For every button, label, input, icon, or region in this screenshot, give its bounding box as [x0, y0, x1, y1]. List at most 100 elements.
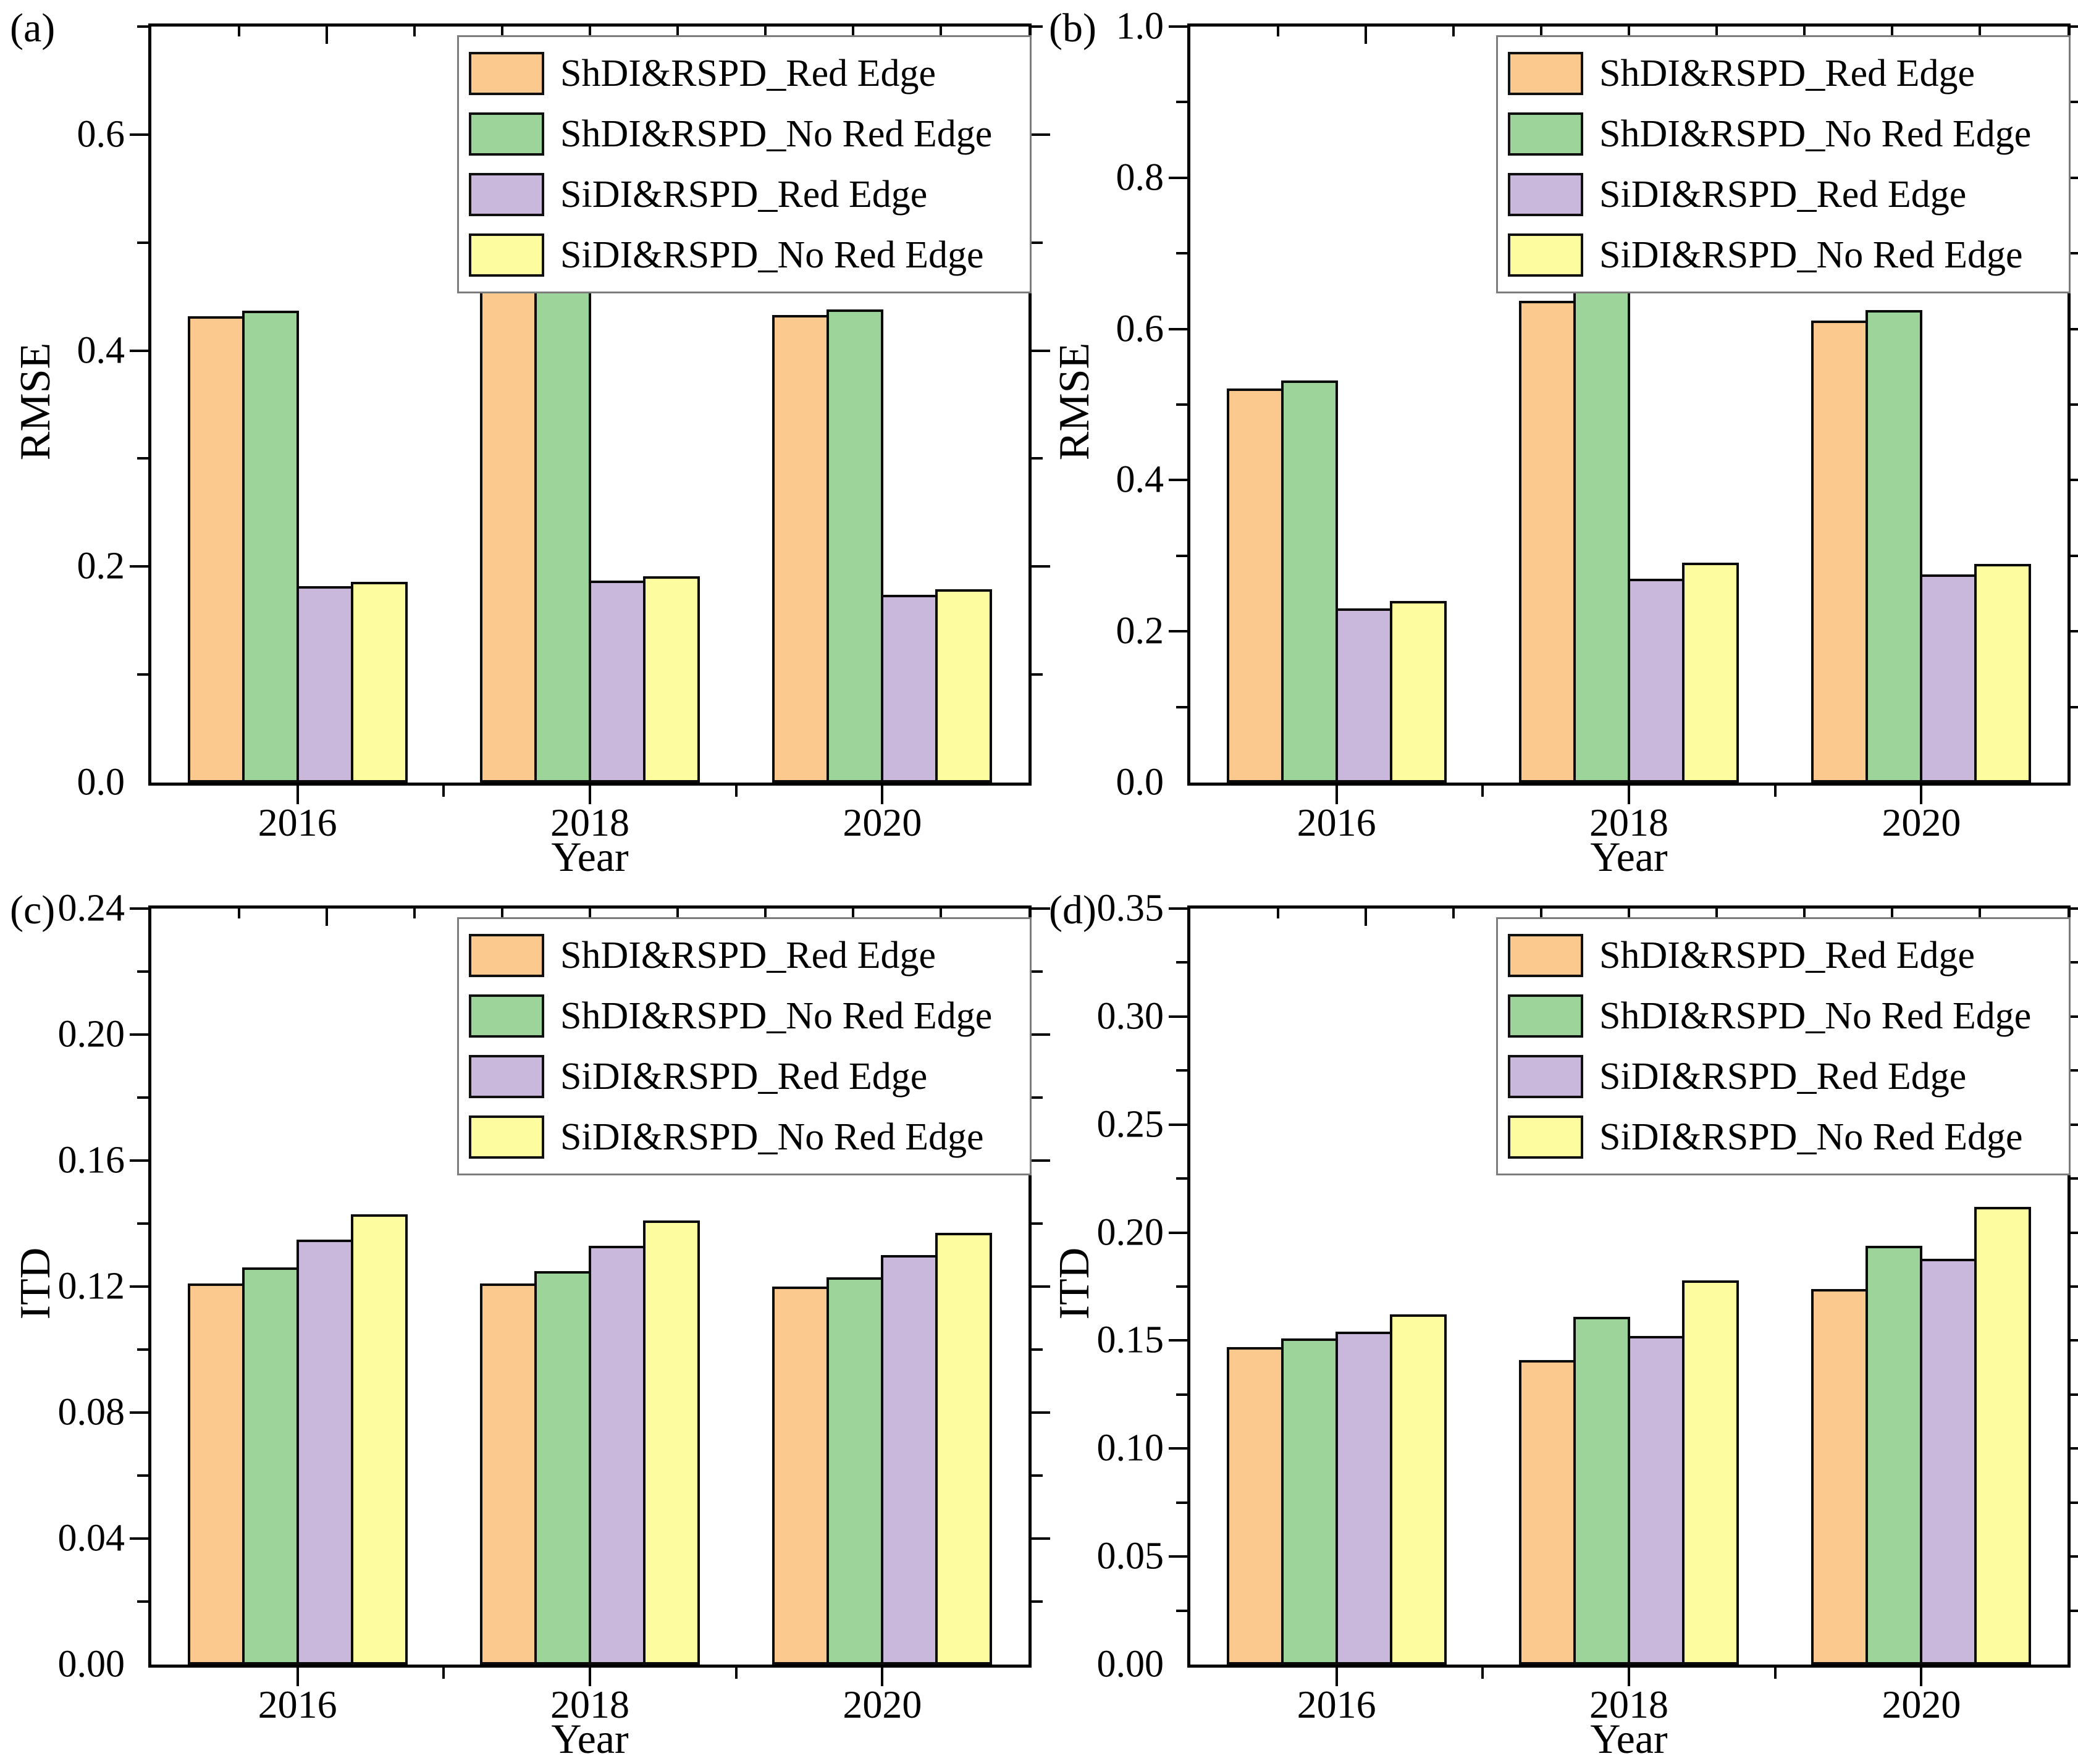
- bar: [1920, 574, 1977, 783]
- legend-label: SiDI&RSPD_No Red Edge: [560, 233, 984, 276]
- panel-d: (d) ITD 0.00 0.05 0.10 0.15 0.20 0.25 0.30 0.35…: [1039, 882, 2078, 1764]
- legend: ShDI&RSPD_Red Edge ShDI&RSPD_No Red Edge S…: [457, 35, 1032, 293]
- x-major-tick: [1920, 786, 1923, 804]
- legend-swatch-icon: [469, 233, 544, 277]
- legend-swatch-icon: [469, 1055, 544, 1098]
- bar: [935, 1233, 993, 1665]
- x-minor-tick: [1481, 1668, 1484, 1679]
- y-minor-tick: [1176, 101, 1187, 104]
- y-major-tick: [2071, 1015, 2078, 1018]
- bar: [1573, 1316, 1630, 1665]
- bar: [242, 1267, 299, 1665]
- y-tick-label: 0.16: [57, 1139, 125, 1182]
- bar: [1226, 388, 1284, 783]
- y-tick-label: 0.08: [57, 1391, 125, 1434]
- x-axis-title: Year: [1590, 833, 1668, 880]
- bar: [1519, 1359, 1576, 1665]
- y-tick-label: 0.24: [57, 887, 125, 930]
- y-minor-tick: [137, 1348, 148, 1351]
- bar: [534, 1270, 591, 1665]
- y-minor-tick: [2071, 1393, 2078, 1396]
- y-major-tick: [1032, 1285, 1050, 1288]
- y-major-tick: [130, 133, 148, 136]
- y-major-tick: [2071, 907, 2078, 910]
- legend-label: ShDI&RSPD_Red Edge: [560, 934, 936, 976]
- y-minor-tick: [2071, 101, 2078, 104]
- x-axis-title: Year: [1590, 1715, 1668, 1762]
- y-minor-tick: [1176, 961, 1187, 964]
- top-minor-tick: [1277, 909, 1279, 918]
- y-minor-tick: [2071, 705, 2078, 708]
- bar: [1866, 1245, 1923, 1665]
- bar: [480, 288, 537, 783]
- plot-area-c: 0.00 0.04 0.08 0.12 0.16 0.20 0.24 2016 2018 2020…: [58, 888, 1050, 1726]
- y-major-tick: [1032, 1033, 1050, 1036]
- y-minor-tick: [2071, 554, 2078, 557]
- legend-entry: SiDI&RSPD_Red Edge: [1508, 1046, 2064, 1107]
- panel-b: (b) RMSE 0.0 0.2 0.4 0.6 0.8 1.0 2016 2018 2020 S…: [1039, 0, 2078, 882]
- x-minor-tick: [442, 1668, 445, 1679]
- top-major-tick: [1365, 27, 1367, 44]
- y-minor-tick: [137, 25, 148, 28]
- bar: [1866, 310, 1923, 783]
- legend-swatch-icon: [1508, 233, 1583, 277]
- y-minor-tick: [2071, 1609, 2078, 1612]
- top-minor-tick: [1628, 909, 1630, 918]
- bar: [1628, 578, 1685, 783]
- y-minor-tick: [1176, 1069, 1187, 1072]
- x-major-tick: [1920, 1668, 1923, 1686]
- x-major-tick: [589, 1668, 591, 1686]
- y-major-tick: [130, 349, 148, 352]
- y-major-tick: [2071, 176, 2078, 179]
- x-major-tick: [1335, 786, 1338, 804]
- top-minor-tick: [589, 27, 591, 36]
- legend-swatch-icon: [469, 934, 544, 977]
- top-minor-tick: [1452, 27, 1455, 36]
- x-major-tick: [881, 1668, 884, 1686]
- bar: [1573, 287, 1630, 783]
- bar: [1519, 301, 1576, 783]
- x-category-label: 2016: [258, 800, 337, 844]
- y-tick-label: 0.0: [1116, 761, 1164, 804]
- y-major-tick: [2071, 25, 2078, 28]
- legend-swatch-icon: [469, 52, 544, 95]
- legend-label: ShDI&RSPD_No Red Edge: [1599, 994, 2032, 1037]
- x-category-label: 2020: [843, 1682, 922, 1726]
- legend-label: SiDI&RSPD_Red Edge: [560, 173, 928, 216]
- legend-swatch-icon: [469, 994, 544, 1038]
- top-minor-tick: [1803, 909, 1806, 918]
- legend-label: ShDI&RSPD_No Red Edge: [560, 112, 993, 155]
- y-minor-tick: [1176, 252, 1187, 255]
- y-major-tick: [1169, 25, 1187, 28]
- legend-entry: ShDI&RSPD_Red Edge: [1508, 925, 2064, 986]
- y-minor-tick: [137, 1222, 148, 1225]
- y-major-tick: [1032, 907, 1050, 910]
- x-category-label: 2016: [1297, 800, 1376, 844]
- legend-entry: SiDI&RSPD_No Red Edge: [469, 1107, 1025, 1167]
- y-major-tick: [1032, 349, 1050, 352]
- y-minor-tick: [1176, 1285, 1187, 1288]
- top-minor-tick: [1628, 27, 1630, 36]
- y-tick-label: 0.20: [57, 1013, 125, 1056]
- y-major-tick: [2071, 327, 2078, 330]
- top-minor-tick: [238, 27, 240, 36]
- top-minor-tick: [940, 909, 942, 918]
- top-major-tick: [1365, 909, 1367, 926]
- legend-label: SiDI&RSPD_No Red Edge: [1599, 233, 2023, 276]
- legend-entry: ShDI&RSPD_No Red Edge: [1508, 986, 2064, 1046]
- legend-swatch-icon: [1508, 52, 1583, 95]
- x-major-tick: [881, 786, 884, 804]
- y-major-tick: [130, 565, 148, 568]
- legend-entry: SiDI&RSPD_No Red Edge: [1508, 1107, 2064, 1167]
- y-major-tick: [1169, 1447, 1187, 1450]
- y-minor-tick: [1176, 1177, 1187, 1180]
- y-minor-tick: [1176, 554, 1187, 557]
- y-axis-title: ITD: [1051, 1247, 1098, 1320]
- y-minor-tick: [1032, 1348, 1043, 1351]
- y-minor-tick: [1032, 673, 1043, 676]
- bar: [827, 309, 884, 783]
- y-tick-label: 0.6: [1116, 308, 1164, 350]
- legend-swatch-icon: [469, 112, 544, 156]
- panel-label-a: (a): [10, 6, 56, 51]
